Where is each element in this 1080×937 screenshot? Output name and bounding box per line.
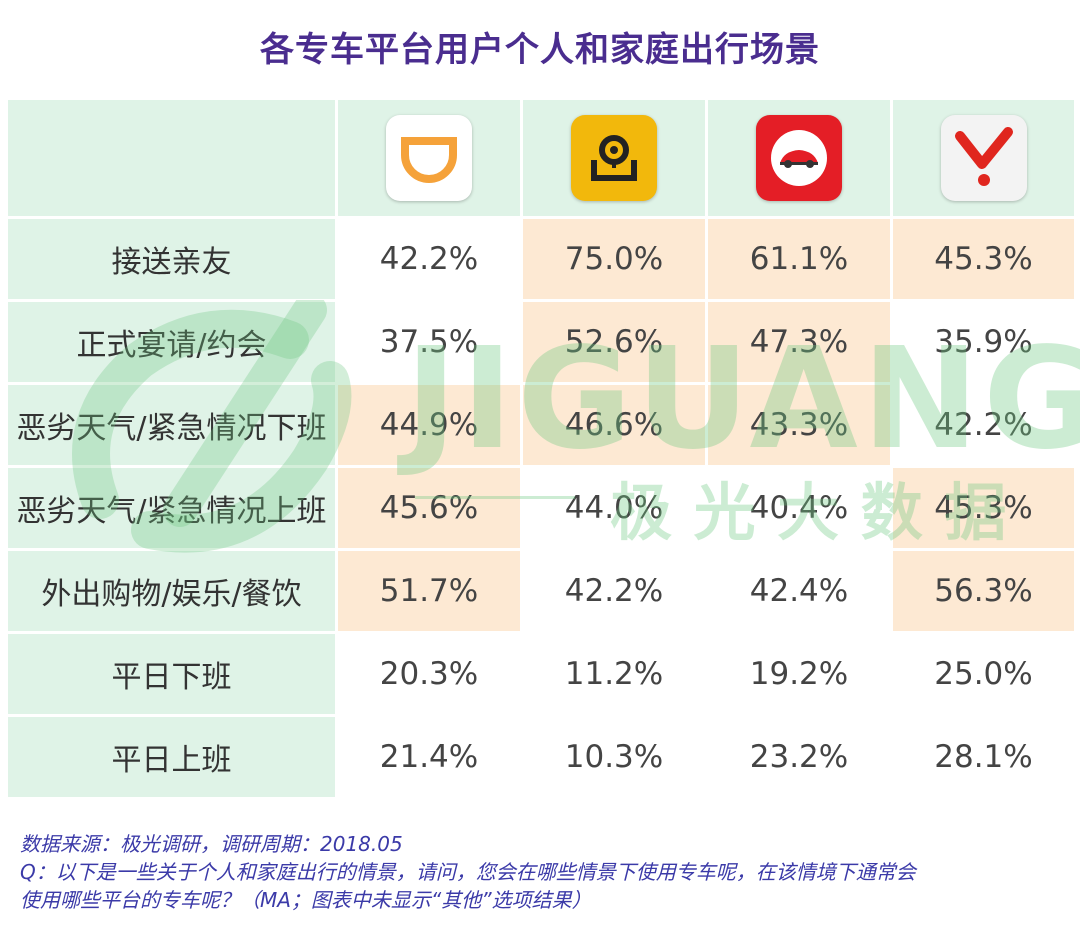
shouqi-logo-icon	[756, 115, 842, 201]
question-note-line2: 使用哪些平台的专车呢？（MA；图表中未显示“其他”选项结果）	[20, 888, 592, 912]
row-label: 外出购物/娱乐/餐饮	[8, 551, 335, 631]
header-shenzhou	[523, 100, 705, 216]
value-cell: 25.0%	[934, 656, 1033, 692]
value-cell: 42.2%	[379, 241, 479, 277]
value-cell: 44.9%	[338, 385, 520, 465]
row-label: 接送亲友	[8, 219, 335, 299]
value-cell: 40.4%	[749, 490, 849, 526]
value-cell: 51.7%	[338, 551, 520, 631]
value-cell: 21.4%	[379, 739, 479, 775]
table-row: 平日上班 21.4% 10.3% 23.2% 28.1%	[8, 717, 1074, 797]
table-row: 接送亲友 42.2% 75.0% 61.1% 45.3%	[8, 219, 1074, 299]
value-cell: 42.4%	[749, 573, 849, 609]
shenzhou-logo-icon	[571, 115, 657, 201]
value-cell: 10.3%	[564, 739, 664, 775]
header-didi	[338, 100, 520, 216]
watermark-cn: 极 光 大 数 据	[610, 476, 1007, 549]
value-cell: 45.3%	[893, 468, 1074, 548]
table-row: 平日下班 20.3% 11.2% 19.2% 25.0%	[8, 634, 1074, 714]
row-label: 正式宴请/约会	[8, 302, 335, 382]
value-cell: 11.2%	[564, 656, 664, 692]
scenario-table: 接送亲友 42.2% 75.0% 61.1% 45.3% 正式宴请/约会 37.5% 52.6…	[8, 100, 1074, 804]
value-cell: 42.2%	[564, 573, 664, 609]
value-cell: 46.6%	[523, 385, 705, 465]
footer-notes: 数据来源：极光调研，调研周期：2018.05 Q：以下是一些关于个人和家庭出行的…	[20, 830, 1070, 914]
value-cell: 42.2%	[934, 407, 1033, 443]
value-cell: 61.1%	[708, 219, 890, 299]
chart-title: 各专车平台用户个人和家庭出行场景	[260, 30, 820, 70]
question-note-line1: Q：以下是一些关于个人和家庭出行的情景，请问，您会在哪些情景下使用专车呢，在该情…	[20, 860, 916, 884]
value-cell: 75.0%	[523, 219, 705, 299]
value-cell: 23.2%	[749, 739, 849, 775]
value-cell: 52.6%	[523, 302, 705, 382]
value-cell: 37.5%	[379, 324, 479, 360]
value-cell: 44.0%	[564, 490, 664, 526]
didi-logo-icon	[386, 115, 472, 201]
header-yidao	[893, 100, 1074, 216]
watermark-en: JIGUANG	[405, 318, 1080, 481]
header-shouqi	[708, 100, 890, 216]
row-label: 平日下班	[8, 634, 335, 714]
table-row: 外出购物/娱乐/餐饮 51.7% 42.2% 42.4% 56.3%	[8, 551, 1074, 631]
table-row: 恶劣天气/紧急情况上班 45.6% 44.0% 40.4% 45.3%	[8, 468, 1074, 548]
value-cell: 45.3%	[893, 219, 1074, 299]
value-cell: 45.6%	[338, 468, 520, 548]
source-note: 数据来源：极光调研，调研周期：2018.05	[20, 832, 403, 856]
value-cell: 20.3%	[379, 656, 479, 692]
table-header-row	[8, 100, 1074, 216]
value-cell: 43.3%	[708, 385, 890, 465]
header-blank-cell	[8, 100, 335, 216]
row-label: 恶劣天气/紧急情况上班	[8, 468, 335, 548]
row-label: 平日上班	[8, 717, 335, 797]
row-label: 恶劣天气/紧急情况下班	[8, 385, 335, 465]
value-cell: 47.3%	[708, 302, 890, 382]
yidao-logo-icon	[940, 115, 1027, 201]
value-cell: 35.9%	[934, 324, 1033, 360]
value-cell: 56.3%	[893, 551, 1074, 631]
value-cell: 28.1%	[934, 739, 1033, 775]
value-cell: 19.2%	[749, 656, 849, 692]
